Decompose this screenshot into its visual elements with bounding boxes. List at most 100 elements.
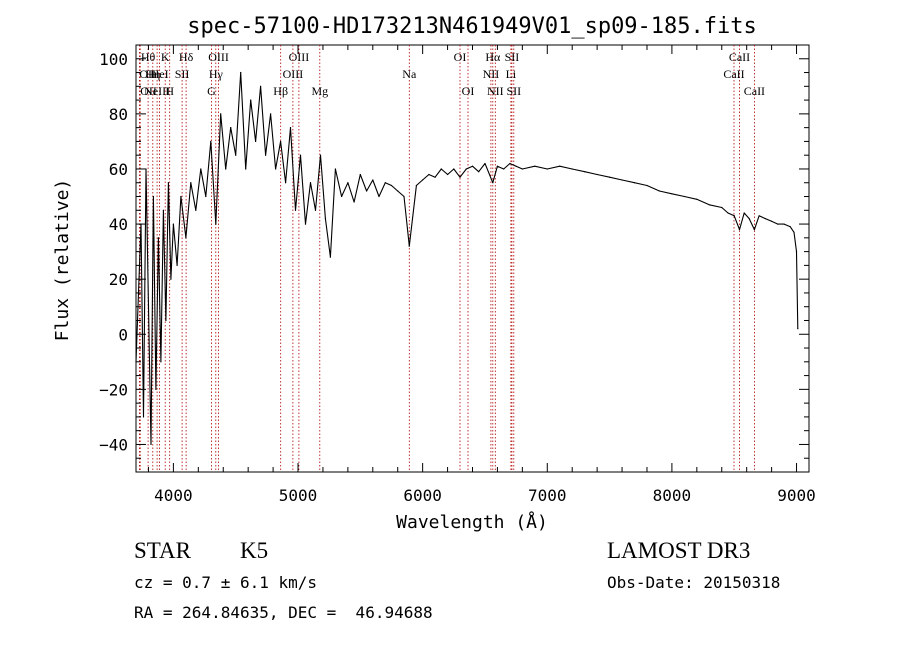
line-label-14: OIII xyxy=(283,67,304,81)
data-point-0-73 xyxy=(492,182,494,184)
data-point-0-106 xyxy=(789,226,791,228)
data-point-0-20 xyxy=(195,209,197,211)
data-point-0-49 xyxy=(341,195,343,198)
data-point-0-64 xyxy=(434,176,436,178)
data-point-0-65 xyxy=(440,168,442,170)
spectrum-chart: spec-57100-HD173213N461949V01_sp09-185.f… xyxy=(52,14,816,533)
line-label-17: Na xyxy=(402,67,417,81)
line-label-26: CaII xyxy=(723,67,744,81)
y-tick-label-7: 100 xyxy=(99,50,128,69)
data-point-0-109 xyxy=(797,328,799,330)
data-point-0-60 xyxy=(408,245,410,247)
line-label-12: OIII xyxy=(208,50,229,64)
data-point-0-12 xyxy=(165,319,167,322)
data-point-0-92 xyxy=(696,198,698,200)
data-point-0-82 xyxy=(571,168,573,170)
data-point-0-105 xyxy=(783,223,785,225)
line-label-20: NII xyxy=(483,67,500,81)
data-point-0-107 xyxy=(793,231,795,233)
data-point-0-100 xyxy=(753,229,756,231)
data-point-0-18 xyxy=(185,237,187,239)
line-label-11: Hγ xyxy=(209,67,224,81)
line-label-24: SII xyxy=(505,50,520,64)
line-label-6: K xyxy=(161,50,170,64)
line-label-13: Hβ xyxy=(273,84,288,98)
line-label-3: Hη xyxy=(145,67,160,81)
data-point-0-74 xyxy=(496,165,498,167)
data-point-0-67 xyxy=(453,168,455,170)
data-point-0-102 xyxy=(764,218,767,220)
data-point-0-108 xyxy=(795,251,798,253)
x-tick-label-3: 7000 xyxy=(528,486,567,505)
data-point-0-77 xyxy=(515,165,517,167)
y-tick-label-0: −40 xyxy=(99,435,128,454)
data-point-0-66 xyxy=(447,173,449,176)
data-point-0-94 xyxy=(721,206,723,209)
series-line-flux xyxy=(135,71,799,446)
data-point-0-63 xyxy=(428,173,430,176)
data-point-0-46 xyxy=(324,218,326,220)
y-axis-label: Flux (relative) xyxy=(52,179,73,342)
data-point-0-62 xyxy=(422,179,424,181)
x-tick-label-1: 5000 xyxy=(279,486,318,505)
data-point-0-93 xyxy=(708,204,710,206)
line-label-9: Hδ xyxy=(179,50,194,64)
data-point-0-95 xyxy=(727,212,729,214)
data-point-0-88 xyxy=(646,184,648,187)
line-label-10: G xyxy=(207,84,216,98)
data-point-0-61 xyxy=(415,184,417,187)
data-point-0-13 xyxy=(167,182,169,184)
data-point-0-45 xyxy=(319,154,322,156)
data-point-0-85 xyxy=(609,176,611,178)
x-tick-label-0: 4000 xyxy=(154,486,193,505)
data-point-0-72 xyxy=(484,162,486,165)
data-point-0-9 xyxy=(157,237,159,239)
data-point-0-104 xyxy=(777,223,779,225)
data-point-0-50 xyxy=(347,182,349,184)
data-point-0-31 xyxy=(250,99,252,101)
data-point-0-38 xyxy=(285,182,287,184)
data-point-0-34 xyxy=(265,154,267,156)
data-point-0-75 xyxy=(503,168,505,170)
data-point-0-42 xyxy=(304,223,307,225)
data-point-0-47 xyxy=(329,256,331,258)
data-point-0-51 xyxy=(353,201,355,203)
data-point-0-56 xyxy=(384,182,386,184)
data-point-0-14 xyxy=(170,278,172,280)
data-point-0-57 xyxy=(390,184,393,187)
x-tick-label-4: 8000 xyxy=(653,486,692,505)
data-point-0-37 xyxy=(280,140,282,142)
data-point-0-29 xyxy=(240,71,242,74)
data-point-0-40 xyxy=(294,209,297,211)
data-point-0-25 xyxy=(220,113,222,115)
line-label-group: OIIOIIHθHηNeIIIHeIKHSIIHδGHγOIIIHβOIIIOI… xyxy=(139,50,765,98)
data-point-0-89 xyxy=(658,190,661,192)
y-tick-label-2: 0 xyxy=(118,325,128,344)
data-point-0-43 xyxy=(309,182,312,184)
y-tick-label-5: 60 xyxy=(109,160,128,179)
data-point-0-97 xyxy=(738,229,741,231)
line-label-25: SII xyxy=(506,84,521,98)
data-point-0-39 xyxy=(289,127,292,129)
data-point-0-5 xyxy=(147,306,150,308)
line-label-19: OI xyxy=(462,84,475,98)
data-point-0-7 xyxy=(152,195,154,198)
line-label-21: Hα xyxy=(485,50,501,64)
data-point-0-70 xyxy=(471,165,474,167)
data-point-0-71 xyxy=(478,171,480,173)
data-point-0-78 xyxy=(521,168,524,170)
line-label-2: Hθ xyxy=(141,50,156,64)
data-point-0-16 xyxy=(176,264,178,266)
data-point-0-87 xyxy=(633,182,636,184)
survey-name: LAMOST DR3 xyxy=(607,538,751,563)
data-point-0-69 xyxy=(465,168,467,170)
series-group xyxy=(135,71,799,446)
redshift-cz: cz = 0.7 ± 6.1 km/s xyxy=(134,573,318,592)
data-point-0-83 xyxy=(584,171,586,173)
data-point-0-28 xyxy=(235,154,237,156)
data-point-0-98 xyxy=(743,212,745,214)
y-tick-label-4: 40 xyxy=(109,215,128,234)
line-label-27: CaII xyxy=(729,50,750,64)
line-label-28: CaII xyxy=(744,84,765,98)
y-tick-label-6: 80 xyxy=(109,105,128,124)
